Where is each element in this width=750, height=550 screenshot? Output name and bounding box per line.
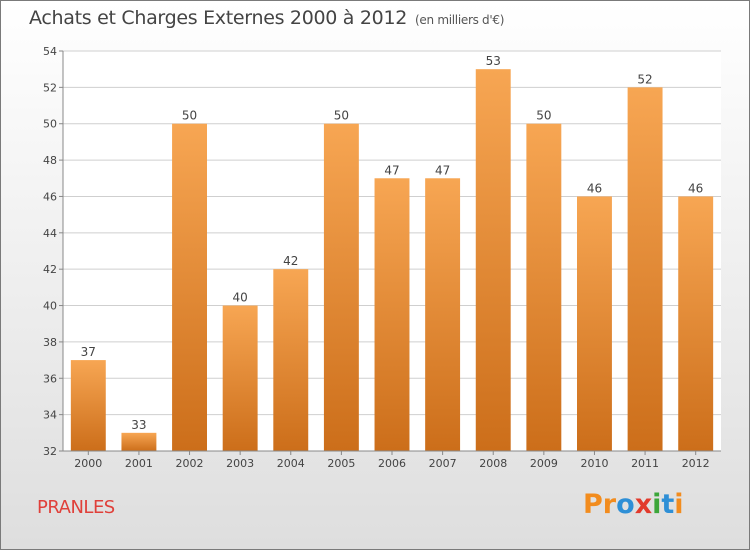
x-tick-label: 2007 bbox=[429, 457, 457, 470]
bar-2007[interactable] bbox=[425, 178, 461, 452]
logo-letter: P bbox=[583, 489, 603, 520]
logo-letter: i bbox=[674, 489, 684, 520]
logo-letter: x bbox=[634, 489, 653, 520]
y-tick-label: 40 bbox=[43, 300, 57, 313]
bar-2000[interactable] bbox=[70, 360, 106, 451]
value-label: 47 bbox=[435, 163, 450, 177]
value-label: 46 bbox=[587, 181, 602, 195]
y-tick-label: 36 bbox=[43, 372, 57, 385]
y-tick-label: 38 bbox=[43, 336, 57, 349]
y-tick-label: 46 bbox=[43, 190, 57, 203]
logo-letter: r bbox=[602, 489, 617, 520]
bar-2004[interactable] bbox=[273, 269, 309, 451]
y-tick-label: 34 bbox=[43, 409, 57, 422]
x-tick-label: 2010 bbox=[580, 457, 608, 470]
value-label: 37 bbox=[81, 345, 96, 359]
x-tick-label: 2005 bbox=[327, 457, 355, 470]
value-label: 46 bbox=[688, 181, 703, 195]
x-tick-label: 2008 bbox=[479, 457, 507, 470]
bar-2006[interactable] bbox=[374, 178, 410, 452]
x-tick-label: 2006 bbox=[378, 457, 406, 470]
bar-2005[interactable] bbox=[323, 123, 359, 452]
value-label: 33 bbox=[131, 418, 146, 432]
y-tick-label: 54 bbox=[43, 45, 57, 58]
x-axis-ticks: 2000 2001 2002 2003 2004 2005 2006 2007 2008 2009… bbox=[74, 451, 710, 470]
y-tick-label: 32 bbox=[43, 445, 57, 458]
chart-title: Achats et Charges Externes 2000 à 2012 (e… bbox=[29, 7, 504, 29]
y-axis-ticks: 32 34 36 38 40 42 44 46 48 50 52 54 bbox=[43, 45, 721, 458]
bar-2012[interactable] bbox=[678, 196, 714, 451]
value-label: 52 bbox=[637, 72, 652, 86]
bar-2002[interactable] bbox=[172, 123, 208, 452]
bar-2008[interactable] bbox=[475, 69, 511, 451]
unit-label: (en milliers d'€) bbox=[415, 13, 505, 27]
y-tick-label: 52 bbox=[43, 81, 57, 94]
bar-2009[interactable] bbox=[526, 123, 562, 452]
x-tick-label: 2011 bbox=[631, 457, 659, 470]
value-label: 42 bbox=[283, 254, 298, 268]
value-label: 50 bbox=[334, 109, 349, 123]
x-tick-label: 2001 bbox=[125, 457, 153, 470]
commune-name: PRANLES bbox=[37, 497, 115, 518]
bar-2003[interactable] bbox=[222, 305, 258, 451]
logo-letter: t bbox=[661, 489, 675, 520]
logo-letter: i bbox=[652, 489, 662, 520]
logo-letter: o bbox=[616, 489, 635, 520]
x-tick-label: 2004 bbox=[277, 457, 305, 470]
value-label: 53 bbox=[486, 54, 501, 68]
value-label: 50 bbox=[182, 109, 197, 123]
y-tick-label: 42 bbox=[43, 263, 57, 276]
bars bbox=[70, 69, 714, 452]
x-tick-label: 2003 bbox=[226, 457, 254, 470]
value-labels: 37 33 50 40 42 50 47 47 53 50 46 52 46 bbox=[81, 54, 704, 432]
x-tick-label: 2000 bbox=[74, 457, 102, 470]
y-tick-label: 44 bbox=[43, 227, 57, 240]
x-tick-label: 2009 bbox=[530, 457, 558, 470]
x-tick-label: 2002 bbox=[176, 457, 204, 470]
value-label: 47 bbox=[384, 163, 399, 177]
x-tick-label: 2012 bbox=[682, 457, 710, 470]
value-label: 40 bbox=[233, 291, 248, 305]
proxiti-logo[interactable]: Proxiti bbox=[583, 489, 684, 520]
bar-2010[interactable] bbox=[576, 196, 612, 451]
y-tick-label: 48 bbox=[43, 154, 57, 167]
bar-2001[interactable] bbox=[121, 432, 157, 451]
title-text: Achats et Charges Externes 2000 à 2012 bbox=[29, 7, 408, 29]
bar-2011[interactable] bbox=[627, 87, 663, 451]
value-label: 50 bbox=[536, 109, 551, 123]
y-tick-label: 50 bbox=[43, 118, 57, 131]
